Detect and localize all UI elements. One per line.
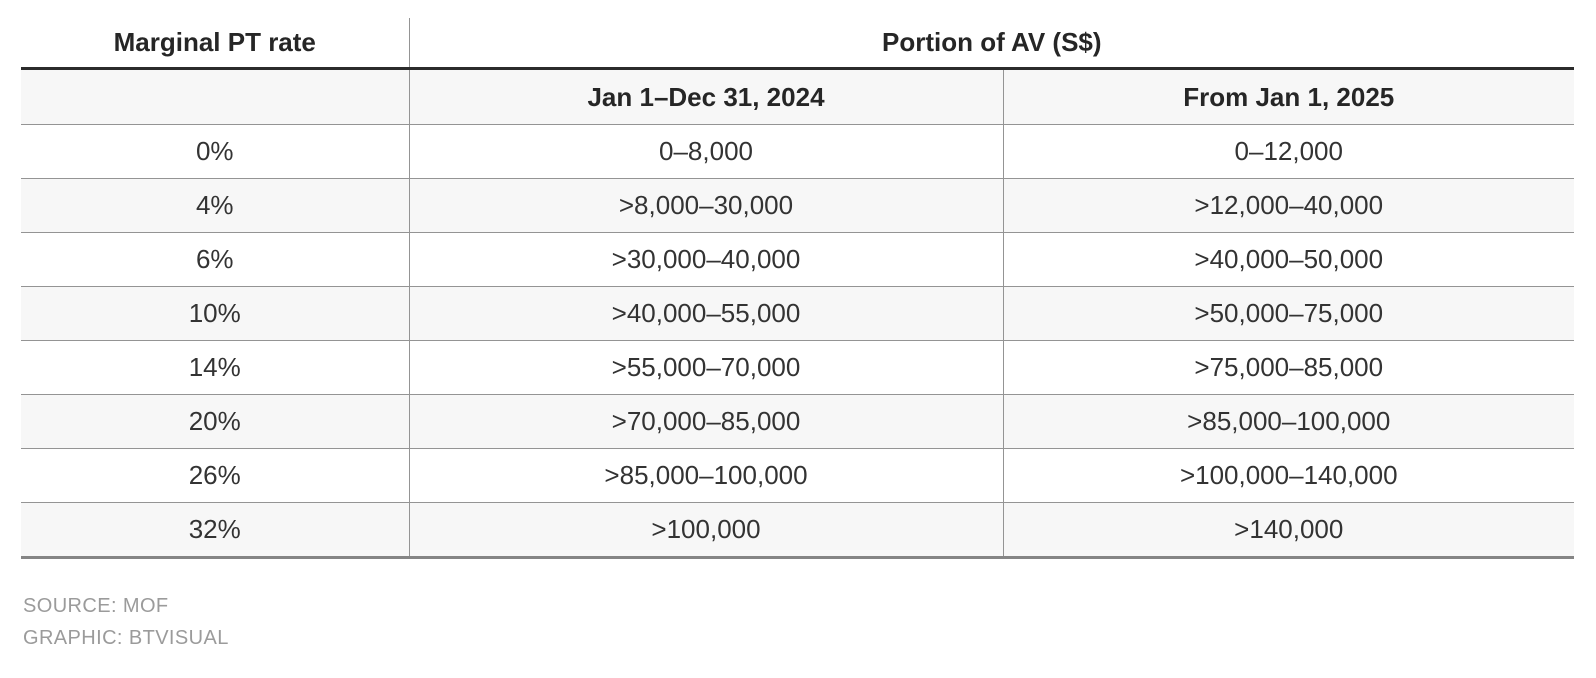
graphic-credit: GRAPHIC: BTVISUAL — [23, 627, 229, 649]
rate-cell: 26% — [21, 448, 410, 503]
group-header-row: Marginal PT rate Portion of AV (S$) — [21, 18, 1575, 70]
av-2025-cell: >50,000–75,000 — [1003, 286, 1575, 341]
av-2024-cell: >8,000–30,000 — [409, 178, 1004, 233]
av-2025-cell: >140,000 — [1003, 502, 1575, 559]
av-2025-cell: >85,000–100,000 — [1003, 394, 1575, 449]
rate-cell: 10% — [21, 286, 410, 341]
table-row: 14% >55,000–70,000 >75,000–85,000 — [21, 340, 1575, 395]
table-row: 4% >8,000–30,000 >12,000–40,000 — [21, 178, 1575, 233]
empty-header-cell — [21, 68, 410, 125]
rate-cell: 6% — [21, 232, 410, 287]
av-2025-cell: 0–12,000 — [1003, 124, 1575, 179]
av-2024-cell: 0–8,000 — [409, 124, 1004, 179]
table-row: 6% >30,000–40,000 >40,000–50,000 — [21, 232, 1575, 287]
footer-credits: SOURCE: MOF GRAPHIC: BTVISUAL — [23, 590, 229, 654]
rate-cell: 0% — [21, 124, 410, 179]
rate-cell: 14% — [21, 340, 410, 395]
portion-of-av-group-header: Portion of AV (S$) — [409, 18, 1575, 70]
period-2025-header: From Jan 1, 2025 — [1003, 68, 1575, 125]
av-2024-cell: >30,000–40,000 — [409, 232, 1004, 287]
av-2025-cell: >100,000–140,000 — [1003, 448, 1575, 503]
rate-cell: 32% — [21, 502, 410, 559]
av-2024-cell: >100,000 — [409, 502, 1004, 559]
av-2024-cell: >70,000–85,000 — [409, 394, 1004, 449]
av-2024-cell: >55,000–70,000 — [409, 340, 1004, 395]
source-credit: SOURCE: MOF — [23, 595, 169, 617]
table-row: 0% 0–8,000 0–12,000 — [21, 124, 1575, 179]
av-2025-cell: >12,000–40,000 — [1003, 178, 1575, 233]
rate-column-header: Marginal PT rate — [21, 18, 410, 70]
rate-cell: 20% — [21, 394, 410, 449]
period-2024-header: Jan 1–Dec 31, 2024 — [409, 68, 1004, 125]
table-row: 26% >85,000–100,000 >100,000–140,000 — [21, 448, 1575, 503]
av-2024-cell: >85,000–100,000 — [409, 448, 1004, 503]
table-row: 32% >100,000 >140,000 — [21, 502, 1575, 559]
av-2024-cell: >40,000–55,000 — [409, 286, 1004, 341]
av-2025-cell: >40,000–50,000 — [1003, 232, 1575, 287]
rate-cell: 4% — [21, 178, 410, 233]
table-row: 10% >40,000–55,000 >50,000–75,000 — [21, 286, 1575, 341]
marginal-pt-rate-table: Marginal PT rate Portion of AV (S$) Jan … — [21, 18, 1575, 559]
table-row: 20% >70,000–85,000 >85,000–100,000 — [21, 394, 1575, 449]
period-header-row: Jan 1–Dec 31, 2024 From Jan 1, 2025 — [21, 68, 1575, 125]
av-2025-cell: >75,000–85,000 — [1003, 340, 1575, 395]
